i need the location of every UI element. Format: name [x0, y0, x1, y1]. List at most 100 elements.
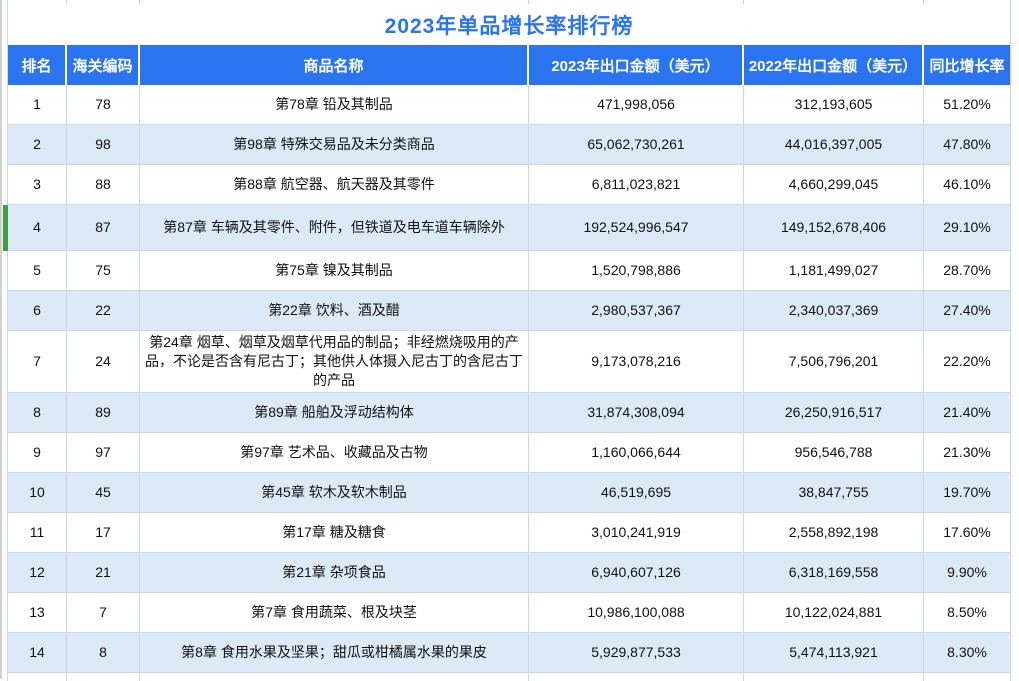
table-row[interactable]: 7 24 第24章 烟草、烟草及烟草代用品的制品；非经燃烧吸用的产品，不论是否含…	[8, 331, 1010, 393]
growth-cell: 9.90%	[924, 553, 1010, 593]
amount-2022-cell: 5,474,113,921	[744, 633, 924, 673]
name-cell: 第89章 船舶及浮动结构体	[140, 393, 529, 433]
header-customs-code: 海关编码	[67, 45, 140, 85]
rank-cell: 12	[8, 553, 67, 593]
rank-cell: 2	[8, 125, 67, 165]
amount-2023-cell: 10,986,100,088	[529, 593, 744, 633]
code-cell: 21	[67, 553, 140, 593]
table-row[interactable]: 10 45 第45章 软木及软木制品 46,519,695 38,847,755…	[8, 473, 1010, 513]
growth-cell: 27.40%	[924, 291, 1010, 331]
header-export-2023: 2023年出口金额（美元）	[529, 45, 744, 85]
amount-2023-cell: 5,929,877,533	[529, 633, 744, 673]
table-header-row: 排名 海关编码 商品名称 2023年出口金额（美元） 2022年出口金额（美元）…	[8, 45, 1010, 85]
code-cell: 89	[67, 393, 140, 433]
amount-2023-cell: 1,160,066,644	[529, 433, 744, 473]
title-row: 2023年单品增长率排行榜	[8, 4, 1010, 45]
grid-sliver-cell	[67, 673, 140, 681]
code-cell: 78	[67, 85, 140, 125]
table-row-selected[interactable]: 4 87 第87章 车辆及其零件、附件，但铁道及电车道车辆除外 192,524,…	[3, 205, 1010, 251]
growth-cell: 22.20%	[924, 331, 1010, 393]
growth-cell: 51.20%	[924, 85, 1010, 125]
grid-sliver-cell	[924, 673, 1010, 681]
rank-cell: 4	[8, 205, 67, 251]
rank-cell: 3	[8, 165, 67, 205]
name-cell: 第98章 特殊交易品及未分类商品	[140, 125, 529, 165]
rank-cell: 1	[8, 85, 67, 125]
amount-2022-cell: 7,506,796,201	[744, 331, 924, 393]
amount-2023-cell: 3,010,241,919	[529, 513, 744, 553]
grid-sliver-cell	[529, 673, 744, 681]
code-cell: 87	[67, 205, 140, 251]
table-row[interactable]: 3 88 第88章 航空器、航天器及其零件 6,811,023,821 4,66…	[8, 165, 1010, 205]
grid-sliver-cell	[140, 673, 529, 681]
amount-2022-cell: 956,546,788	[744, 433, 924, 473]
table-row[interactable]: 1 78 第78章 铅及其制品 471,998,056 312,193,605 …	[8, 85, 1010, 125]
growth-cell: 19.70%	[924, 473, 1010, 513]
amount-2022-cell: 4,660,299,045	[744, 165, 924, 205]
amount-2022-cell: 312,193,605	[744, 85, 924, 125]
name-cell: 第75章 镍及其制品	[140, 251, 529, 291]
amount-2022-cell: 149,152,678,406	[744, 205, 924, 251]
name-cell: 第17章 糖及糖食	[140, 513, 529, 553]
growth-cell: 47.80%	[924, 125, 1010, 165]
selected-row-marker	[3, 205, 8, 251]
rank-cell: 9	[8, 433, 67, 473]
table-row[interactable]: 9 97 第97章 艺术品、收藏品及古物 1,160,066,644 956,5…	[8, 433, 1010, 473]
table-row[interactable]: 11 17 第17章 糖及糖食 3,010,241,919 2,558,892,…	[8, 513, 1010, 553]
header-export-2022: 2022年出口金额（美元）	[744, 45, 924, 85]
growth-cell: 8.30%	[924, 633, 1010, 673]
growth-cell: 46.10%	[924, 165, 1010, 205]
amount-2023-cell: 6,940,607,126	[529, 553, 744, 593]
rank-cell: 7	[8, 331, 67, 393]
amount-2022-cell: 38,847,755	[744, 473, 924, 513]
grid-sliver-cell	[529, 0, 744, 4]
header-rank: 排名	[8, 45, 67, 85]
growth-ranking-table: 2023年单品增长率排行榜 排名 海关编码 商品名称 2023年出口金额（美元）…	[3, 0, 1011, 681]
table-row[interactable]: 14 8 第8章 食用水果及坚果；甜瓜或柑橘属水果的果皮 5,929,877,5…	[8, 633, 1010, 673]
amount-2023-cell: 1,520,798,886	[529, 251, 744, 291]
growth-cell: 8.50%	[924, 593, 1010, 633]
name-cell: 第22章 饮料、酒及醋	[140, 291, 529, 331]
grid-sliver-cell	[140, 0, 529, 4]
cutoff-row-bottom	[8, 673, 1010, 681]
table-row[interactable]: 6 22 第22章 饮料、酒及醋 2,980,537,367 2,340,037…	[8, 291, 1010, 331]
grid-sliver-cell	[8, 0, 67, 4]
name-cell: 第78章 铅及其制品	[140, 85, 529, 125]
header-yoy-growth: 同比增长率	[929, 57, 1005, 75]
table-row[interactable]: 12 21 第21章 杂项食品 6,940,607,126 6,318,169,…	[8, 553, 1010, 593]
amount-2023-cell: 65,062,730,261	[529, 125, 744, 165]
growth-cell: 17.60%	[924, 513, 1010, 553]
rank-cell: 14	[8, 633, 67, 673]
amount-2022-cell: 44,016,397,005	[744, 125, 924, 165]
code-cell: 98	[67, 125, 140, 165]
code-cell: 88	[67, 165, 140, 205]
grid-sliver-cell	[744, 673, 924, 681]
table-row[interactable]: 13 7 第7章 食用蔬菜、根及块茎 10,986,100,088 10,122…	[8, 593, 1010, 633]
amount-2022-cell: 26,250,916,517	[744, 393, 924, 433]
name-cell: 第45章 软木及软木制品	[140, 473, 529, 513]
rank-cell: 6	[8, 291, 67, 331]
table-row[interactable]: 2 98 第98章 特殊交易品及未分类商品 65,062,730,261 44,…	[8, 125, 1010, 165]
amount-2023-cell: 46,519,695	[529, 473, 744, 513]
code-cell: 45	[67, 473, 140, 513]
amount-2022-cell: 1,181,499,027	[744, 251, 924, 291]
rank-cell: 8	[8, 393, 67, 433]
code-cell: 8	[67, 633, 140, 673]
grid-sliver-cell	[744, 0, 924, 4]
amount-2022-cell: 2,558,892,198	[744, 513, 924, 553]
table-row[interactable]: 5 75 第75章 镍及其制品 1,520,798,886 1,181,499,…	[8, 251, 1010, 291]
window-left-edge-line	[0, 0, 2, 679]
table-row[interactable]: 8 89 第89章 船舶及浮动结构体 31,874,308,094 26,250…	[8, 393, 1010, 433]
amount-2023-cell: 192,524,996,547	[529, 205, 744, 251]
grid-sliver-cell	[67, 0, 140, 4]
rank-cell: 13	[8, 593, 67, 633]
code-cell: 7	[67, 593, 140, 633]
amount-2023-cell: 6,811,023,821	[529, 165, 744, 205]
code-cell: 17	[67, 513, 140, 553]
name-cell: 第21章 杂项食品	[140, 553, 529, 593]
growth-cell: 21.30%	[924, 433, 1010, 473]
name-cell: 第88章 航空器、航天器及其零件	[140, 165, 529, 205]
amount-2023-cell: 471,998,056	[529, 85, 744, 125]
growth-cell: 28.70%	[924, 251, 1010, 291]
rank-cell: 11	[8, 513, 67, 553]
